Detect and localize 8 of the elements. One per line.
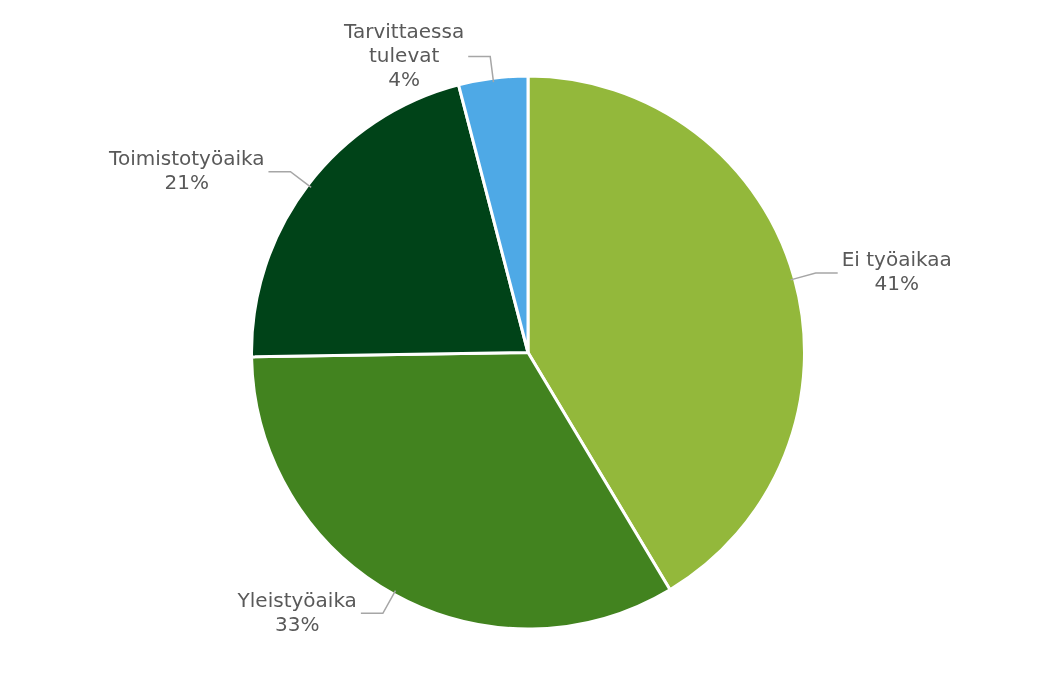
data-label: 41% [874,271,919,296]
slice-label: Tarvittaessa tulevat [343,18,465,67]
data-label: 21% [164,169,210,194]
data-label: 33% [275,611,320,636]
slice-label: Toimistotyöaika [108,145,265,170]
slice-label: Ei työaikaa [841,247,952,272]
slice-label: Yleistyöaika [236,587,357,612]
data-label: 4% [388,66,421,91]
